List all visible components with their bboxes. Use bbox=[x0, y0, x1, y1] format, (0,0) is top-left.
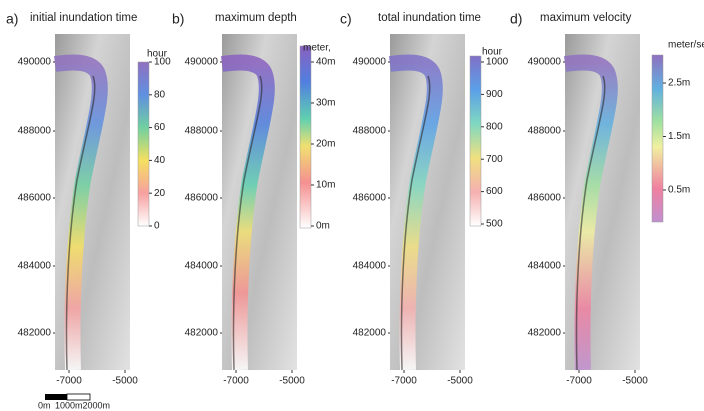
colorbar bbox=[469, 55, 482, 227]
x-tick-label: -5000 bbox=[279, 376, 305, 387]
x-tick-label: -5000 bbox=[112, 376, 138, 387]
colorbar-tick-label: 2.5m bbox=[668, 78, 690, 89]
y-tick-label: 482000 bbox=[528, 328, 562, 339]
x-tick-label: -7000 bbox=[223, 376, 249, 387]
scale-bar: 0m 1000m2000m bbox=[38, 393, 110, 410]
y-tick-label: 490000 bbox=[185, 57, 219, 68]
colorbar-tick-label: 1000 bbox=[486, 57, 509, 68]
colorbar-tick-label: 40 bbox=[154, 155, 166, 166]
y-tick-label: 490000 bbox=[353, 57, 387, 68]
y-tick-label: 488000 bbox=[185, 126, 219, 137]
flow-area bbox=[53, 54, 108, 371]
colorbar-tick-label: 60 bbox=[154, 122, 166, 133]
y-tick-label: 482000 bbox=[185, 328, 219, 339]
panel-label: c) bbox=[340, 11, 352, 27]
colorbar-tick-label: 20m bbox=[316, 139, 335, 150]
colorbar-unit: meter/sec bbox=[668, 40, 704, 51]
colorbar-tick-label: 10m bbox=[316, 180, 335, 191]
panel-title: maximum velocity bbox=[540, 12, 632, 24]
y-tick-label: 488000 bbox=[18, 126, 52, 137]
y-tick-label: 490000 bbox=[18, 57, 52, 68]
colorbar-tick-label: 30m bbox=[316, 98, 335, 109]
panel-label: a) bbox=[6, 11, 18, 27]
scale-bar-segment bbox=[45, 394, 67, 400]
scale-bar-segment bbox=[66, 393, 91, 401]
flow-area bbox=[220, 54, 275, 371]
y-tick-label: 484000 bbox=[18, 261, 52, 272]
colorbar-unit: hour bbox=[147, 49, 168, 60]
panel: b) maximum depth 490000 488000 486000 484000 4… bbox=[172, 11, 335, 387]
colorbar-unit: hour bbox=[482, 47, 503, 58]
x-tick-label: -7000 bbox=[56, 376, 82, 387]
colorbar-tick-label: 700 bbox=[486, 154, 503, 165]
panel-label: b) bbox=[172, 11, 184, 27]
colorbar-tick-label: 80 bbox=[154, 89, 166, 100]
panel: a) initial inundation time 490000 488000 486… bbox=[6, 11, 171, 387]
x-tick-label: -7000 bbox=[391, 376, 417, 387]
colorbar-unit: meter, bbox=[303, 43, 331, 54]
panel-title: total inundation time bbox=[378, 12, 481, 24]
y-tick-label: 482000 bbox=[353, 328, 387, 339]
scale-label: 0m bbox=[38, 400, 51, 410]
colorbar-tick-label: 40m bbox=[316, 57, 335, 68]
y-tick-label: 488000 bbox=[528, 126, 562, 137]
y-tick-label: 484000 bbox=[528, 261, 562, 272]
y-tick-label: 484000 bbox=[185, 261, 219, 272]
panel-title: initial inundation time bbox=[30, 12, 137, 24]
colorbar-tick-label: 500 bbox=[486, 219, 503, 230]
panel-label: d) bbox=[510, 11, 522, 27]
colorbar-tick-label: 0m bbox=[316, 221, 330, 232]
flow-channel bbox=[400, 75, 431, 371]
y-tick-label: 486000 bbox=[18, 193, 52, 204]
panel: d) maximum velocity 490000 488000 486000 4840… bbox=[510, 11, 704, 387]
flow-channel bbox=[575, 75, 606, 371]
colorbar-tick-label: 0.5m bbox=[668, 185, 690, 196]
colorbar bbox=[137, 61, 150, 227]
flow-area bbox=[388, 54, 443, 371]
x-tick-label: -7000 bbox=[566, 376, 592, 387]
flow-area bbox=[563, 54, 618, 371]
colorbar-tick-label: 1.5m bbox=[668, 131, 690, 142]
x-tick-label: -5000 bbox=[622, 376, 648, 387]
y-tick-label: 490000 bbox=[528, 57, 562, 68]
y-tick-label: 486000 bbox=[353, 193, 387, 204]
scale-label: 1000m2000m bbox=[55, 400, 110, 410]
colorbar bbox=[299, 45, 312, 229]
y-tick-label: 482000 bbox=[18, 328, 52, 339]
y-tick-label: 486000 bbox=[185, 193, 219, 204]
x-tick-label: -5000 bbox=[447, 376, 473, 387]
panel: c) total inundation time 490000 488000 48600… bbox=[340, 11, 509, 387]
flow-channel bbox=[65, 75, 96, 371]
colorbar-tick-label: 800 bbox=[486, 121, 503, 132]
y-tick-label: 486000 bbox=[528, 193, 562, 204]
panel-title: maximum depth bbox=[215, 12, 297, 24]
colorbar-tick-label: 0 bbox=[154, 221, 160, 232]
y-tick-label: 488000 bbox=[353, 126, 387, 137]
y-tick-label: 484000 bbox=[353, 261, 387, 272]
colorbar bbox=[651, 54, 664, 223]
colorbar-tick-label: 600 bbox=[486, 186, 503, 197]
colorbar-tick-label: 20 bbox=[154, 188, 166, 199]
flow-channel bbox=[232, 75, 263, 371]
colorbar-tick-label: 100 bbox=[154, 57, 171, 68]
colorbar-tick-label: 900 bbox=[486, 89, 503, 100]
